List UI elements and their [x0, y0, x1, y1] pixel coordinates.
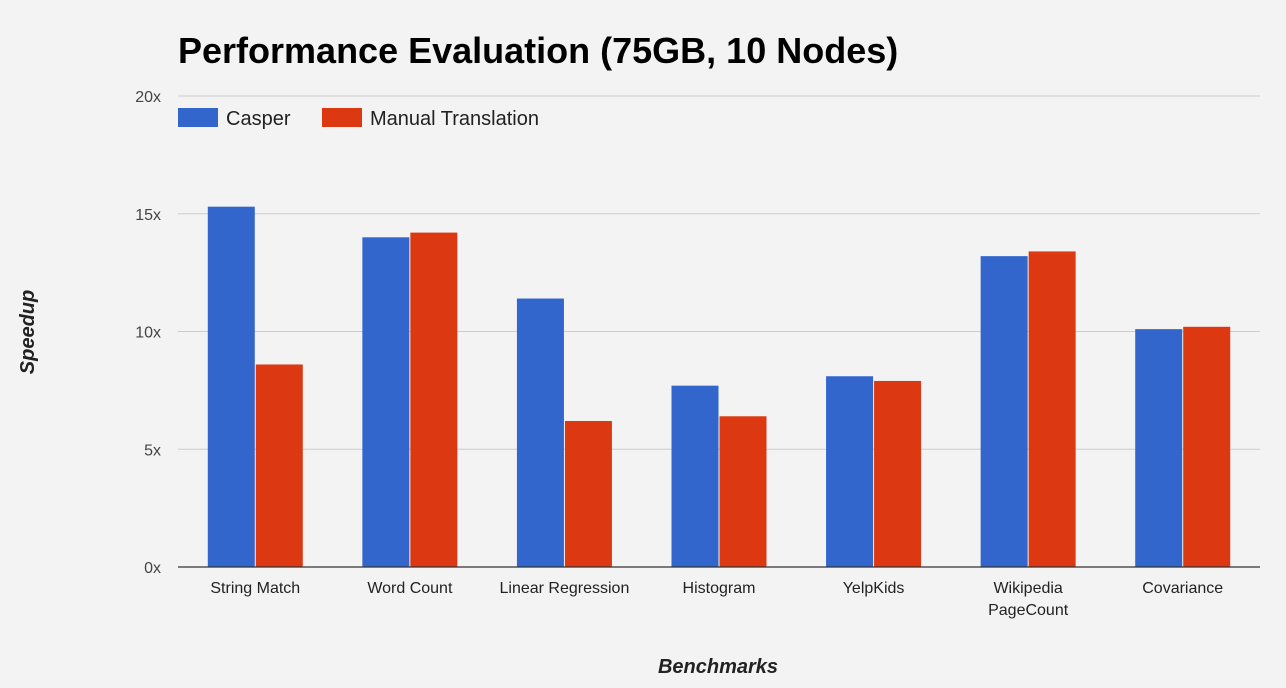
x-tick-label: Word Count — [367, 580, 453, 597]
legend-swatch — [178, 108, 218, 127]
x-tick-label-line: Wikipedia — [993, 580, 1062, 597]
x-tick-label: Covariance — [1142, 580, 1223, 597]
y-tick-label: 20x — [135, 89, 161, 106]
bar-manual-translation — [255, 364, 303, 567]
bar-casper — [516, 298, 564, 567]
legend-item: Manual Translation — [322, 108, 539, 130]
bar-casper — [362, 237, 410, 568]
x-tick-label-line: String Match — [210, 580, 300, 597]
y-axis-ticks: 0x 5x 10x 15x 20x — [135, 89, 161, 577]
legend: Casper Manual Translation — [178, 108, 539, 130]
bar-casper — [671, 385, 719, 567]
legend-label: Manual Translation — [370, 108, 539, 130]
x-tick-label-line: Word Count — [367, 580, 453, 597]
bar-manual-translation — [1028, 251, 1076, 567]
x-tick-label: YelpKids — [843, 580, 905, 597]
legend-swatch — [322, 108, 362, 127]
bar-casper — [980, 256, 1028, 567]
chart-title: Performance Evaluation (75GB, 10 Nodes) — [178, 30, 898, 71]
x-tick-label-line: PageCount — [988, 602, 1069, 619]
gridlines — [178, 95, 1260, 450]
x-tick-label-line: YelpKids — [843, 580, 905, 597]
legend-label: Casper — [226, 108, 291, 130]
y-tick-label: 0x — [144, 560, 161, 577]
y-tick-label: 15x — [135, 207, 161, 224]
legend-item: Casper — [178, 108, 291, 130]
x-tick-label: Linear Regression — [499, 580, 629, 597]
x-axis-ticks: String Match Word Count Linear Regression H… — [210, 580, 1223, 619]
bar-casper — [1135, 329, 1183, 567]
x-tick-label-line: Covariance — [1142, 580, 1223, 597]
x-axis-title: Benchmarks — [658, 656, 778, 678]
x-tick-label: Wikipedia PageCount — [988, 580, 1069, 619]
bar-manual-translation — [564, 420, 612, 567]
x-tick-label: Histogram — [683, 580, 756, 597]
y-tick-label: 5x — [144, 442, 161, 459]
bar-casper — [826, 376, 874, 567]
bar-manual-translation — [410, 232, 458, 567]
bar-manual-translation — [1183, 326, 1231, 567]
bar-casper — [207, 206, 255, 567]
bars — [207, 206, 1231, 568]
x-tick-label: String Match — [210, 580, 300, 597]
x-tick-label-line: Histogram — [683, 580, 756, 597]
bar-manual-translation — [719, 416, 767, 567]
y-axis-title: Speedup — [17, 290, 39, 374]
x-tick-label-line: Linear Regression — [499, 580, 629, 597]
y-tick-label: 10x — [135, 325, 161, 342]
bar-manual-translation — [874, 380, 922, 567]
